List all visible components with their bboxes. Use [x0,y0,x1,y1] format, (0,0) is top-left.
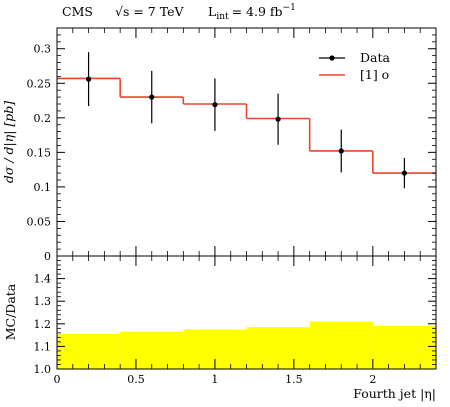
legend-data-marker [329,55,335,61]
ratio-ytick-label-0: 1.0 [34,363,52,376]
main-ytick-label-3: 0.15 [27,146,52,159]
xtick-label-4: 2 [369,373,376,386]
mc-histogram [57,77,436,174]
data-point-3 [275,116,281,122]
main-ytick-label-4: 0.2 [34,112,52,125]
data-point-0 [85,76,92,82]
xlabel: Fourth jet |η| [353,386,436,401]
ratio-ytick-label-1: 1.1 [34,340,52,353]
data-point-1 [149,94,155,100]
lumi-subscript: int [216,12,229,22]
main-ytick-label-0: 0 [44,250,51,263]
lumi-superscript: −1 [283,3,296,13]
ratio-panel: 1.0 1.1 1.2 1.3 1.4 0 0.5 1 1.5 2 [34,255,437,386]
ratio-ytick-label-4: 1.4 [34,273,52,286]
ratio-bin-3 [246,327,310,369]
ratio-ytick-label-2: 1.2 [34,318,52,331]
xtick-label-1: 0.5 [127,373,145,386]
main-ytick-label-6: 0.3 [34,43,52,56]
main-ytick-label-1: 0.05 [27,215,52,228]
xtick-label-2: 1 [211,373,218,386]
ratio-bin-4 [309,321,373,369]
lumi-label: Lint = 4.9 fb−1 [208,3,296,22]
data-point-4 [338,148,344,154]
ratio-bin-5 [372,326,436,369]
lumi-symbol: L [208,4,216,19]
lumi-value: = 4.9 fb [232,4,283,19]
legend-data-label: Data [360,50,390,65]
data-point-2 [212,102,218,108]
legend: Data [1] o [319,50,390,82]
legend-mc-label: [1] o [360,67,389,82]
xtick-label-0: 0 [54,373,61,386]
ratio-ylabel: MC/Data [3,283,18,340]
ratio-ytick-label-3: 1.3 [34,295,52,308]
main-ytick-label-5: 0.25 [27,77,52,90]
main-ylabel: dσ / d|η| [pb] [1,101,16,183]
data-points [85,52,408,189]
main-ytick-label-2: 0.1 [34,181,52,194]
ratio-band [57,321,436,369]
energy-label: √s = 7 TeV [115,4,184,19]
ratio-panel-frame [56,255,437,370]
xtick-label-3: 1.5 [285,373,303,386]
data-point-5 [401,170,408,176]
ratio-bin-0 [57,333,121,369]
ratio-panel-ticks: 1.0 1.1 1.2 1.3 1.4 0 0.5 1 1.5 2 [34,256,436,386]
experiment-label: CMS [62,4,93,19]
ratio-bin-1 [120,331,184,369]
